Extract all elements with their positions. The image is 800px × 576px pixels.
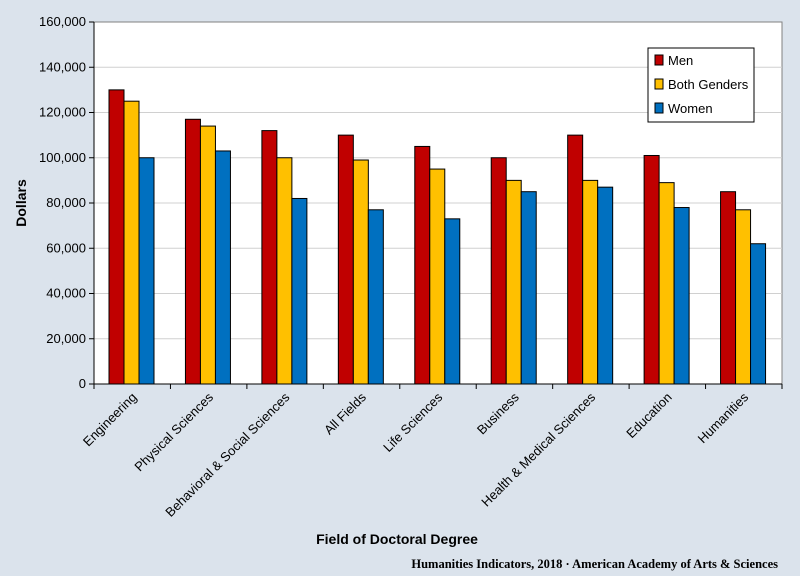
bar-men [490, 157, 507, 385]
bar-both-genders [658, 182, 675, 385]
bar-women [750, 243, 767, 385]
bar-men [337, 134, 354, 385]
bar-both-genders [199, 125, 216, 385]
bar-women [291, 197, 308, 385]
legend: Men Both Genders Women [647, 47, 755, 123]
legend-swatch [654, 102, 664, 114]
bar-women [597, 186, 614, 385]
bar-men [108, 89, 125, 385]
y-tick-label: 0 [79, 376, 86, 391]
bar-both-genders [582, 179, 599, 385]
legend-label: Women [668, 101, 713, 116]
y-tick-label: 100,000 [39, 150, 86, 165]
x-tick-label: Behavioral & Social Sciences [162, 389, 293, 520]
bars [108, 89, 767, 385]
legend-label: Both Genders [668, 77, 749, 92]
bar-women [520, 191, 537, 385]
bar-men [643, 154, 660, 385]
bar-men [261, 130, 278, 385]
source-credit: Humanities Indicators, 2018 · American A… [411, 557, 778, 571]
x-tick-label: Humanities [695, 389, 752, 446]
bar-men [414, 145, 431, 385]
legend-swatch [654, 78, 664, 90]
bar-both-genders [352, 159, 369, 385]
bar-both-genders [123, 100, 140, 385]
x-tick-label: Engineering [80, 390, 140, 450]
x-axis-title: Field of Doctoral Degree [316, 531, 478, 547]
y-tick-label: 40,000 [46, 286, 86, 301]
y-axis-title: Dollars [13, 179, 29, 227]
x-tick-label: Education [623, 390, 674, 441]
x-tick-label: Business [474, 389, 522, 437]
bar-both-genders [505, 179, 522, 385]
legend-label: Men [668, 53, 693, 68]
bar-men [184, 118, 201, 385]
bar-women [673, 207, 690, 385]
legend-swatch [654, 54, 664, 66]
bar-women [214, 150, 231, 385]
legend-box [647, 47, 755, 123]
y-axis: 0 20,000 40,000 60,000 80,000 100,000 120,000 1… [39, 14, 95, 391]
y-tick-label: 160,000 [39, 14, 86, 29]
bar-men [567, 134, 584, 385]
y-tick-label: 20,000 [46, 331, 86, 346]
y-tick-label: 140,000 [39, 59, 86, 74]
bar-women [444, 218, 461, 385]
y-tick-label: 80,000 [46, 195, 86, 210]
bar-both-genders [429, 168, 446, 385]
bar-women [138, 157, 155, 385]
x-tick-label: Life Sciences [380, 389, 446, 455]
bar-women [367, 209, 384, 385]
x-tick-label: Physical Sciences [131, 389, 216, 474]
x-tick-label: All Fields [321, 389, 369, 437]
bar-men [720, 191, 737, 385]
bar-both-genders [735, 209, 752, 385]
y-tick-label: 120,000 [39, 105, 86, 120]
bar-both-genders [276, 157, 293, 385]
y-tick-label: 60,000 [46, 240, 86, 255]
